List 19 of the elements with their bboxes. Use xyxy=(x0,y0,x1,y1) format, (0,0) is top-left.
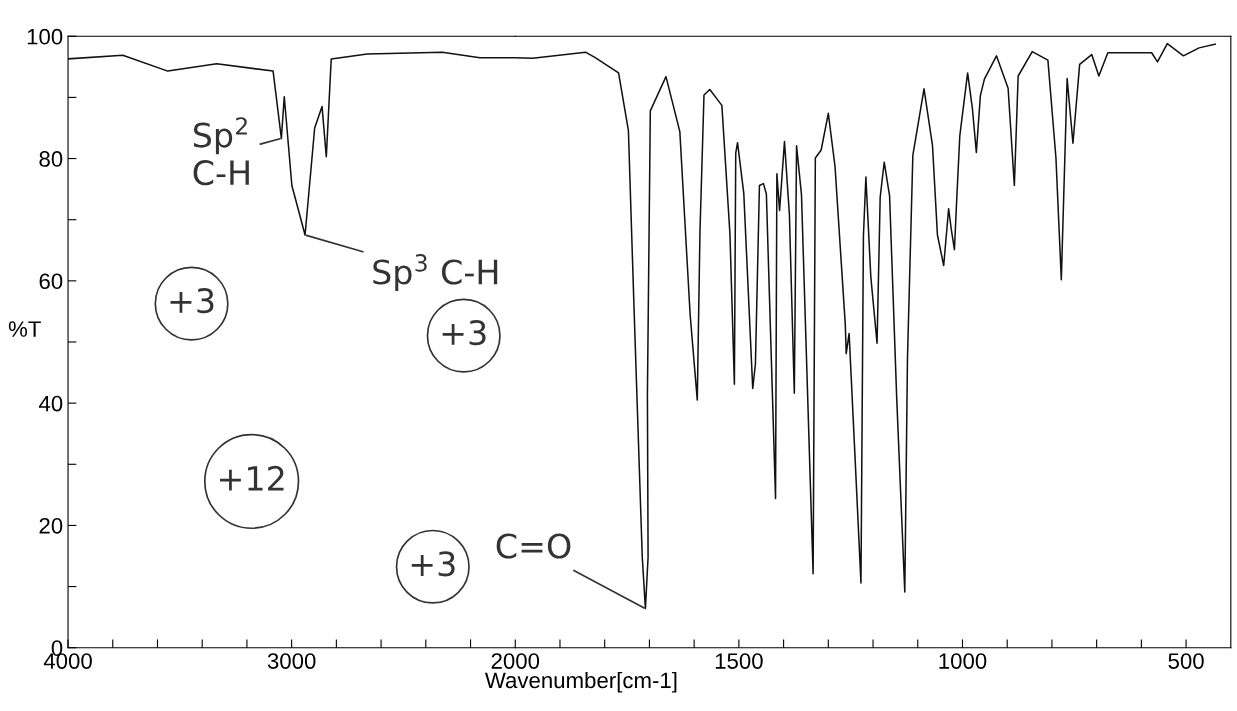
x-tick-label: 1500 xyxy=(715,653,763,669)
annotation: +12 xyxy=(220,465,284,491)
annotation: Sp$^{2}$ C-H xyxy=(193,117,249,186)
y-tick-label: 100 xyxy=(27,28,63,45)
annotation: +3 xyxy=(170,288,214,314)
annotation: Sp$^{3}$ C-H xyxy=(373,254,498,292)
x-axis-title: Wavenumber[cm-1] xyxy=(484,671,677,693)
annotation: +3 xyxy=(411,551,455,577)
y-tick-label: 20 xyxy=(39,517,63,534)
annotation: +3 xyxy=(442,320,486,346)
x-tick-label: 500 xyxy=(1168,653,1204,669)
annotation: C=O xyxy=(496,533,571,559)
x-tick-label: 3000 xyxy=(267,653,316,669)
y-tick-label: 40 xyxy=(38,395,63,412)
x-tick-label: 1000 xyxy=(939,653,987,669)
y-axis-title: %T xyxy=(8,321,41,337)
y-tick-label: 80 xyxy=(39,151,63,167)
y-tick-label: 60 xyxy=(39,273,63,290)
x-tick-label: 2000 xyxy=(491,653,540,669)
